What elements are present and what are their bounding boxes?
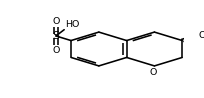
- Text: O: O: [198, 31, 204, 40]
- Text: O: O: [149, 68, 156, 77]
- Text: S: S: [52, 31, 59, 41]
- Text: HO: HO: [64, 20, 79, 29]
- Text: O: O: [52, 17, 59, 26]
- Text: O: O: [52, 46, 59, 55]
